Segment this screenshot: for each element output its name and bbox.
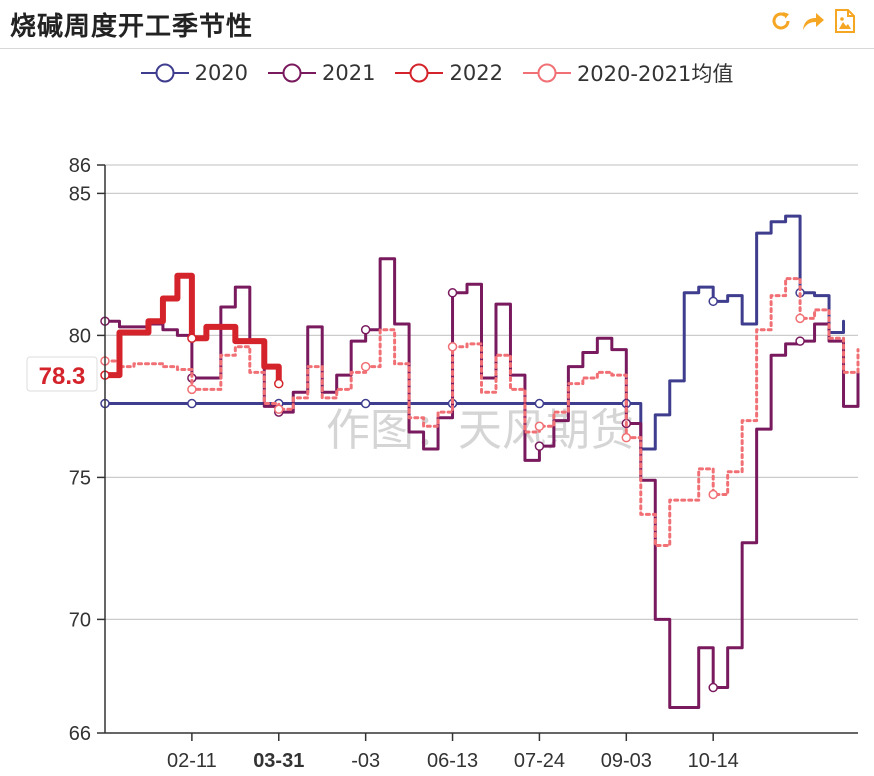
data-point xyxy=(187,384,197,395)
data-point xyxy=(534,421,545,432)
x-tick-label: -03 xyxy=(351,750,380,772)
data-point xyxy=(621,432,632,443)
data-point xyxy=(360,361,371,372)
data-point xyxy=(187,333,197,343)
x-tick-label: 09-03 xyxy=(601,750,652,772)
legend-item-avg[interactable]: 2020-2021均值 xyxy=(522,58,734,88)
legend-item-2022[interactable]: 2022 xyxy=(395,61,503,85)
data-point xyxy=(360,324,371,335)
legend-marker-icon xyxy=(395,63,444,83)
legend-item-2021[interactable]: 2021 xyxy=(268,61,375,85)
share-icon[interactable] xyxy=(800,8,826,34)
x-tick-label: 06-13 xyxy=(427,750,478,772)
watermark: 作图：天风期货 xyxy=(326,405,634,456)
data-point xyxy=(795,336,805,346)
data-point xyxy=(534,398,545,409)
last-value-text: 78.3 xyxy=(39,363,86,390)
line-chart: 作图：天风期货 66 70 75 80 85 86 02-11 03-31 -03 06-13 07… xyxy=(26,155,860,772)
y-tick-label: 85 xyxy=(69,183,91,205)
page-title: 烧碱周度开工季节性 xyxy=(10,12,254,42)
data-point xyxy=(447,342,458,352)
series-line-2022 xyxy=(102,272,282,387)
x-tick-label: 03-31 xyxy=(253,750,304,772)
data-point xyxy=(187,398,197,409)
axes: 66 70 75 80 85 86 02-11 03-31 -03 06-13 07-24 09-03… xyxy=(69,155,858,772)
last-value-box xyxy=(26,356,98,392)
legend-marker-icon xyxy=(140,63,189,83)
data-point xyxy=(447,288,458,298)
last-value-label: 78.3 xyxy=(26,356,98,392)
data-point xyxy=(360,398,371,409)
legend-marker-icon xyxy=(522,63,571,83)
legend-label: 2022 xyxy=(449,61,503,85)
legend-label: 2021 xyxy=(322,61,376,85)
series-line-2021 xyxy=(103,257,860,709)
data-point xyxy=(534,441,545,451)
x-tick-label: 10-14 xyxy=(688,750,739,772)
data-point xyxy=(795,313,805,324)
y-tick-label: 86 xyxy=(69,155,91,177)
y-tick-label: 80 xyxy=(69,325,91,347)
toolbar xyxy=(768,8,858,34)
header: 烧碱周度开工季节性 xyxy=(0,0,874,49)
data-point xyxy=(708,682,718,693)
series-line-2020-2021均值 xyxy=(103,277,860,548)
legend-item-2020[interactable]: 2020 xyxy=(140,61,249,85)
x-tick-label: 07-24 xyxy=(514,750,565,772)
x-tick-label: 02-11 xyxy=(167,750,217,772)
legend: 2020 2021 2022 2020-2021均值 xyxy=(0,56,874,90)
refresh-icon[interactable] xyxy=(768,8,794,34)
series-layer xyxy=(100,214,860,709)
legend-marker-icon xyxy=(268,63,317,83)
data-point xyxy=(708,296,718,307)
data-point xyxy=(274,404,284,414)
y-tick-label: 70 xyxy=(69,609,91,631)
y-tick-label: 66 xyxy=(69,723,91,745)
y-tick-label: 75 xyxy=(69,467,91,489)
save-image-icon[interactable] xyxy=(832,8,858,34)
legend-label: 2020 xyxy=(194,61,249,85)
data-point xyxy=(274,378,284,389)
legend-label: 2020-2021均值 xyxy=(576,62,734,86)
data-point xyxy=(708,489,718,500)
